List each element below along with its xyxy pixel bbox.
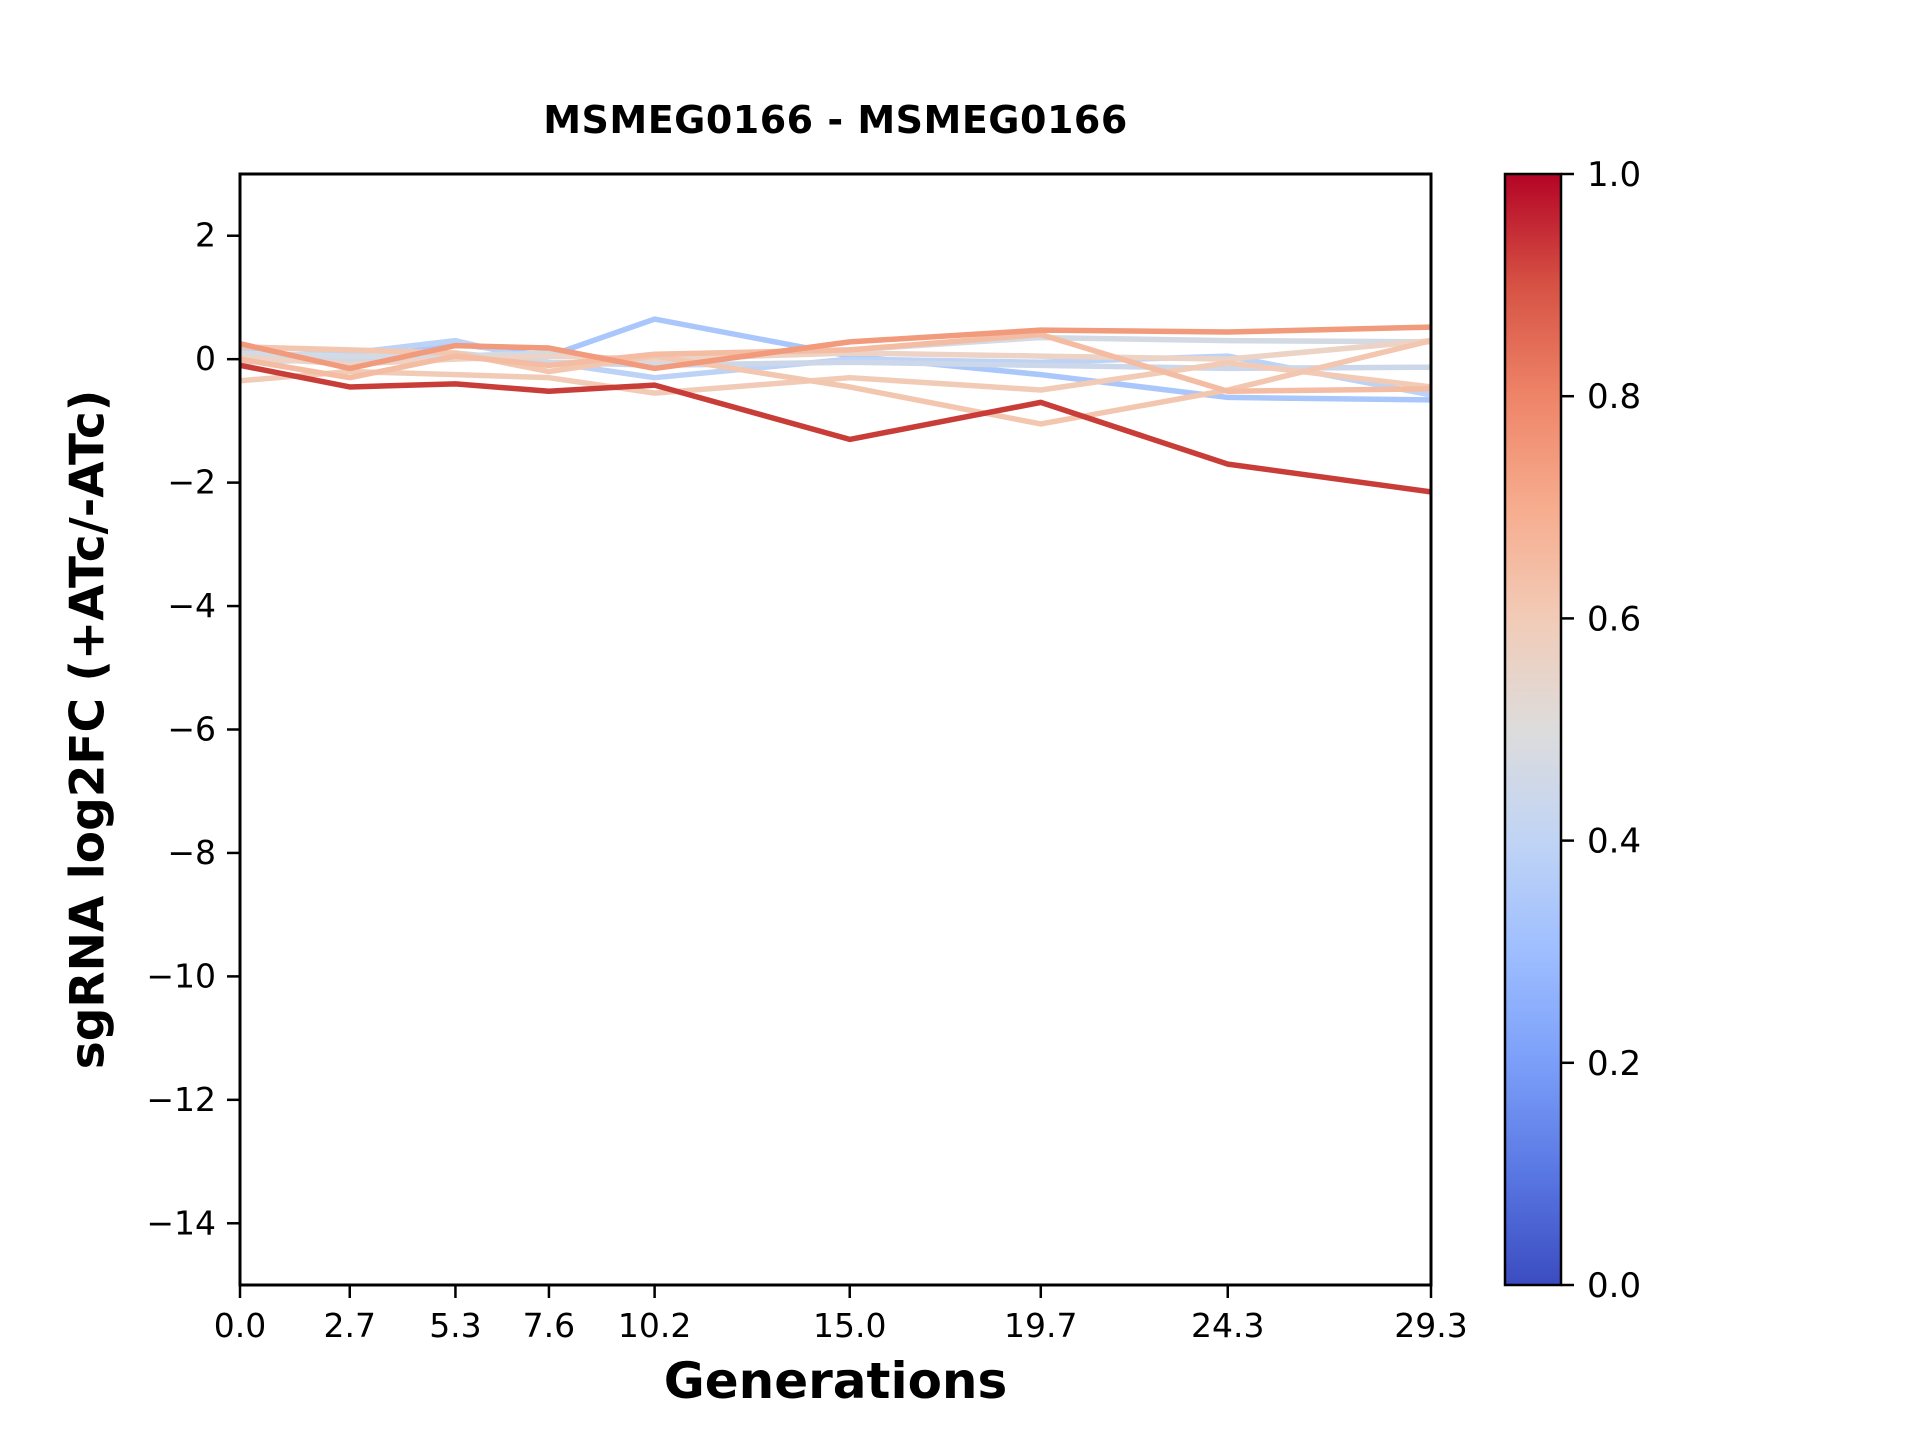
colorbar-tick-label: 0.8 bbox=[1587, 377, 1641, 417]
colorbar-gradient bbox=[1505, 174, 1561, 1285]
x-tick-label: 19.7 bbox=[1004, 1306, 1077, 1345]
series-line-10 bbox=[240, 362, 1431, 495]
x-tick-label: 0.0 bbox=[214, 1306, 266, 1345]
colorbar-frame bbox=[1503, 172, 1563, 1287]
y-axis-label: sgRNA log2FC (+ATc/-ATc) bbox=[60, 389, 116, 1070]
colorbar-tick-label: 0.6 bbox=[1587, 599, 1641, 639]
y-tick-label: −2 bbox=[167, 463, 216, 502]
y-tick-label: −12 bbox=[146, 1080, 216, 1119]
x-tick-label: 2.7 bbox=[324, 1306, 376, 1345]
series-line-4 bbox=[240, 334, 1431, 366]
x-tick-label: 24.3 bbox=[1191, 1306, 1264, 1345]
x-tick-label: 29.3 bbox=[1394, 1306, 1467, 1345]
x-tick-label: 15.0 bbox=[813, 1306, 886, 1345]
y-tick-label: −8 bbox=[167, 833, 216, 872]
chart-title: MSMEG0166 - MSMEG0166 bbox=[543, 98, 1128, 142]
y-tick-label: −10 bbox=[146, 956, 216, 995]
series-line-9 bbox=[240, 324, 1431, 372]
colorbar-tick-label: 0.2 bbox=[1587, 1044, 1641, 1084]
colorbar-tick-label: 0.0 bbox=[1587, 1266, 1641, 1306]
y-tick-label: −4 bbox=[167, 586, 216, 625]
y-tick-label: −14 bbox=[146, 1203, 216, 1242]
colorbar-tick-label: 0.4 bbox=[1587, 822, 1641, 862]
series-line-8 bbox=[240, 331, 1431, 395]
x-tick-label: 10.2 bbox=[618, 1306, 691, 1345]
y-tick-label: 0 bbox=[195, 339, 216, 378]
y-tick-label: −6 bbox=[167, 710, 216, 749]
y-tick-label: 2 bbox=[195, 216, 216, 255]
colorbar-tick-label: 1.0 bbox=[1587, 155, 1641, 195]
x-tick-label: 7.6 bbox=[523, 1306, 575, 1345]
x-axis-label: Generations bbox=[663, 1352, 1008, 1410]
x-tick-label: 5.3 bbox=[429, 1306, 481, 1345]
